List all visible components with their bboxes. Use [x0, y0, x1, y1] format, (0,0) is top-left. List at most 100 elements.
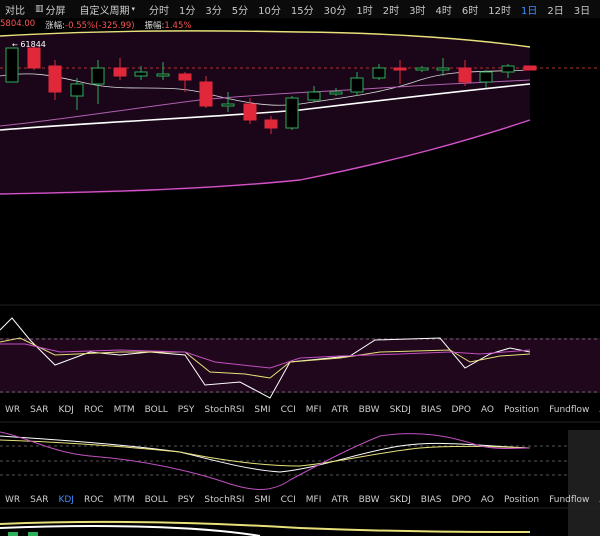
candle-down[interactable] [178, 73, 192, 81]
indicator-1-white-line [0, 317, 531, 399]
indicator-tab[interactable]: PSY [177, 405, 195, 415]
period-tab[interactable]: 3时 [409, 5, 426, 17]
period-tab[interactable]: 分时 [149, 5, 170, 17]
candle-up[interactable] [134, 71, 148, 77]
period-tab[interactable]: 3分 [205, 5, 222, 17]
period-tab[interactable]: 1分 [179, 5, 196, 17]
indicator-tab[interactable]: Fundflow [549, 495, 590, 505]
indicator-tab[interactable]: AO [480, 405, 495, 415]
indicator-tab[interactable]: MFI [305, 405, 322, 415]
period-tab[interactable]: 10分 [258, 5, 281, 17]
indicator-tab[interactable]: AI-NetVOL [594, 495, 600, 505]
indicator-tab[interactable]: WR [5, 495, 21, 505]
indicator-tab[interactable]: KDJ [58, 495, 74, 505]
indicator-tab[interactable]: BBW [358, 405, 380, 415]
candle-up[interactable] [285, 97, 299, 129]
indicator-tab[interactable]: Position [504, 405, 540, 415]
indicator-tab[interactable]: SAR [30, 495, 49, 505]
candle-up[interactable] [70, 83, 84, 97]
candle-up[interactable] [436, 67, 450, 71]
candle-down[interactable] [264, 119, 278, 129]
candle-up[interactable] [156, 73, 170, 77]
change-group: 涨幅:-0.55%(-325.99) [45, 19, 134, 33]
indicator-tab[interactable]: SKDJ [389, 405, 411, 415]
period-tab[interactable]: 4时 [435, 5, 452, 17]
indicator-tab[interactable]: DPO [451, 495, 471, 505]
indicator-tab[interactable]: ATR [331, 495, 349, 505]
period-tab[interactable]: 2时 [382, 5, 400, 17]
bottom-white-line [0, 525, 261, 536]
indicator-tab[interactable]: ROC [83, 495, 104, 505]
candle-up[interactable] [91, 67, 105, 85]
indicator-tab[interactable]: BOLL [144, 495, 168, 505]
candle-down[interactable] [199, 81, 213, 107]
indicator-tab[interactable]: AI-NetVOL [594, 405, 600, 415]
candle-down[interactable] [458, 67, 472, 83]
indicator-tab[interactable]: SMI [254, 495, 271, 505]
period-tab[interactable]: 6时 [461, 5, 479, 17]
candle-up[interactable] [350, 77, 364, 93]
candle-down[interactable] [243, 103, 257, 121]
period-tab[interactable]: 1时 [356, 5, 373, 17]
period-tab[interactable]: 30分 [323, 5, 347, 17]
period-tab[interactable]: 2日 [547, 5, 564, 17]
candle-down[interactable] [48, 65, 62, 93]
period-tab[interactable]: 3日 [573, 5, 591, 17]
top-toolbar: 对比 ▥ 分屏 自定义周期 ▾ 分时 1分 3分 5分 10分 15分 30分 1时 2时 3时 4时 6… [0, 0, 600, 18]
period-tab[interactable]: 15分 [290, 5, 314, 17]
indicator-tab[interactable]: Position [504, 495, 540, 505]
candle-up[interactable] [307, 91, 321, 101]
indicator-2-yellow-line [0, 439, 531, 467]
period-tab[interactable]: 12时 [488, 5, 511, 17]
indicator-tab[interactable]: WR [5, 405, 21, 415]
amplitude-label: 振幅: [144, 21, 165, 31]
indicator-tab[interactable]: CCI [280, 405, 296, 415]
indicator-tab[interactable]: SKDJ [389, 495, 411, 505]
indicator-tab[interactable]: ATR [331, 405, 349, 415]
indicator-tab[interactable]: BOLL [144, 405, 168, 415]
candle-up[interactable] [479, 71, 493, 83]
candle-up[interactable] [5, 47, 19, 83]
split-icon: ▥ [35, 4, 44, 14]
indicator-tab[interactable]: ROC [83, 405, 104, 415]
indicator-tab[interactable]: MTM [113, 495, 135, 505]
bottom-volume-bar [28, 532, 38, 536]
indicator-tab[interactable]: KDJ [58, 405, 74, 415]
candle-up[interactable] [415, 67, 429, 71]
indicator-panel-1-bg [0, 338, 600, 393]
ma-long-line [0, 79, 531, 127]
indicator-tab[interactable]: Fundflow [549, 405, 590, 415]
bottom-yellow-line [0, 520, 531, 533]
candle-up[interactable] [501, 65, 515, 73]
period-tab[interactable]: 1日 [520, 5, 538, 17]
period-tab[interactable]: 5分 [231, 5, 249, 17]
compare-button[interactable]: 对比 [0, 2, 30, 17]
custom-period-dropdown[interactable]: 自定义周期 ▾ [75, 2, 141, 17]
candlestick-series [5, 46, 537, 134]
scroll-overlay[interactable] [568, 430, 600, 536]
indicator-tab[interactable]: DPO [451, 405, 471, 415]
indicator-tab[interactable]: BBW [358, 495, 380, 505]
candle-up[interactable] [329, 91, 343, 95]
indicator-tab[interactable]: MTM [113, 405, 135, 415]
indicator-tab[interactable]: AO [480, 495, 495, 505]
candle-up[interactable] [372, 67, 386, 79]
indicator-tab[interactable]: SMI [254, 405, 271, 415]
candle-down[interactable] [393, 67, 407, 71]
indicator-tab[interactable]: BIAS [420, 495, 442, 505]
indicator-tab[interactable]: BIAS [420, 405, 442, 415]
indicator-tab[interactable]: StochRSI [204, 405, 245, 415]
split-screen-button[interactable]: ▥ 分屏 [30, 2, 71, 17]
candle-up[interactable] [221, 103, 235, 107]
candle-down[interactable] [523, 65, 537, 71]
indicator-tab[interactable]: CCI [280, 495, 296, 505]
indicator-tab[interactable]: StochRSI [204, 495, 245, 505]
indicator-tab[interactable]: SAR [30, 405, 49, 415]
ma-short-line [0, 69, 531, 106]
indicator-tab[interactable]: PSY [177, 495, 195, 505]
candle-down[interactable] [27, 47, 41, 69]
period-tabs: 分时1分3分5分10分15分30分1时2时3时4时6时12时1日2日3日5日周K… [144, 2, 600, 17]
candle-down[interactable] [113, 67, 127, 77]
indicator-tab[interactable]: MFI [305, 495, 322, 505]
